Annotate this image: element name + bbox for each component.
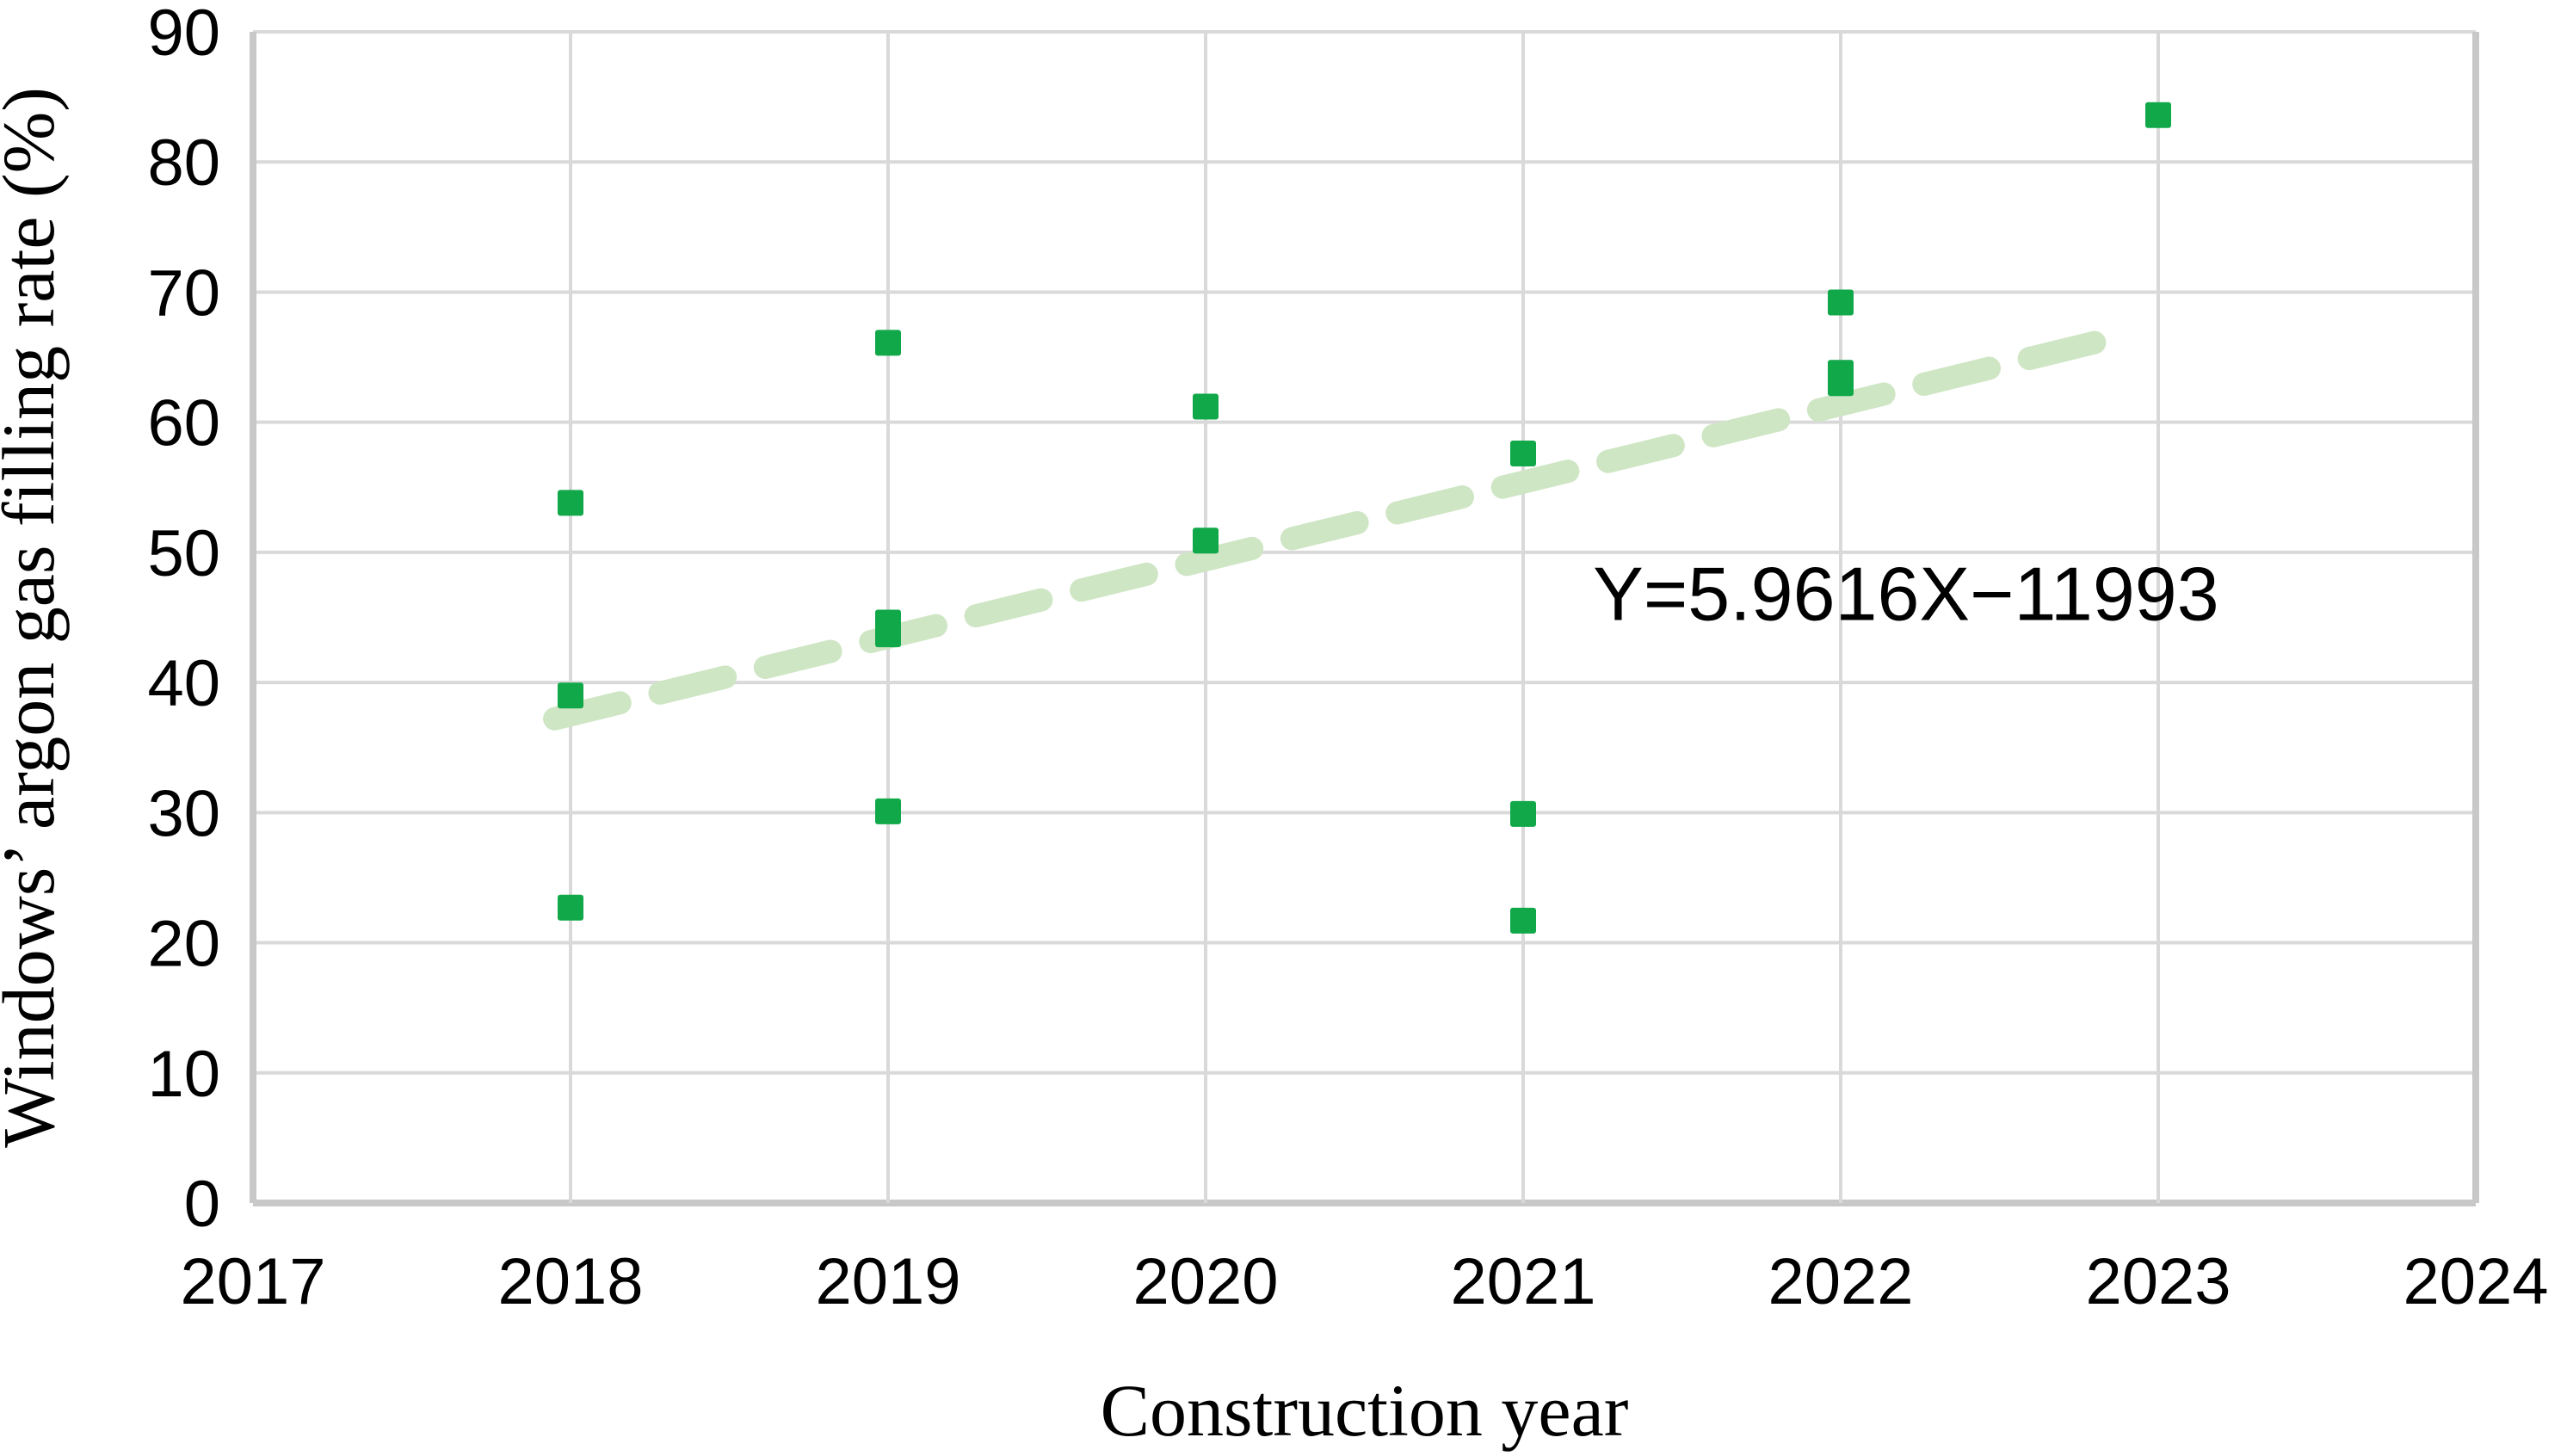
x-tick-label: 2017 — [180, 1245, 325, 1318]
x-axis-title: Construction year — [1101, 1369, 1629, 1452]
y-tick-label: 90 — [147, 0, 220, 70]
y-tick-label: 0 — [184, 1168, 220, 1241]
data-point-marker — [558, 682, 583, 709]
y-tick-label: 10 — [147, 1038, 220, 1111]
trend-layer — [543, 324, 2132, 731]
y-axis-title: Windows’ argon gas filling rate (%) — [0, 87, 70, 1148]
data-point-marker — [1193, 527, 1219, 554]
y-tick-label: 30 — [147, 777, 220, 850]
data-point-marker — [1510, 907, 1536, 934]
x-tick-label: 2021 — [1450, 1245, 1595, 1318]
y-tick-label: 60 — [147, 387, 220, 460]
data-point-marker — [2145, 102, 2171, 128]
data-point-marker — [875, 798, 901, 824]
data-point-marker — [875, 621, 901, 648]
y-tick-label: 20 — [147, 908, 220, 981]
trendline — [543, 324, 2132, 731]
x-tick-label: 2023 — [2085, 1245, 2231, 1318]
data-point-marker — [1193, 393, 1219, 420]
tick-layer: 0 10 20 30 40 50 60 70 80 90 2017 2018 2019 2020 2021 2… — [147, 0, 2548, 1318]
y-tick-label: 50 — [147, 517, 220, 590]
data-point-marker — [558, 490, 583, 516]
x-tick-label: 2019 — [815, 1245, 960, 1318]
data-point-marker — [558, 894, 583, 921]
data-point-marker — [1828, 289, 1854, 316]
marker-layer — [558, 102, 2171, 934]
data-point-marker — [1828, 370, 1854, 397]
data-point-marker — [1510, 800, 1536, 827]
data-point-marker — [1510, 440, 1536, 466]
y-tick-label: 70 — [147, 256, 220, 330]
y-tick-label: 40 — [147, 647, 220, 720]
trendline-equation-label: Y=5.9616X−11993 — [1593, 551, 2219, 636]
data-point-marker — [875, 330, 901, 356]
y-tick-label: 80 — [147, 126, 220, 200]
x-tick-label: 2024 — [2403, 1245, 2548, 1318]
x-tick-label: 2020 — [1132, 1245, 1278, 1318]
x-tick-label: 2022 — [1768, 1245, 1913, 1318]
x-tick-label: 2018 — [497, 1245, 643, 1318]
